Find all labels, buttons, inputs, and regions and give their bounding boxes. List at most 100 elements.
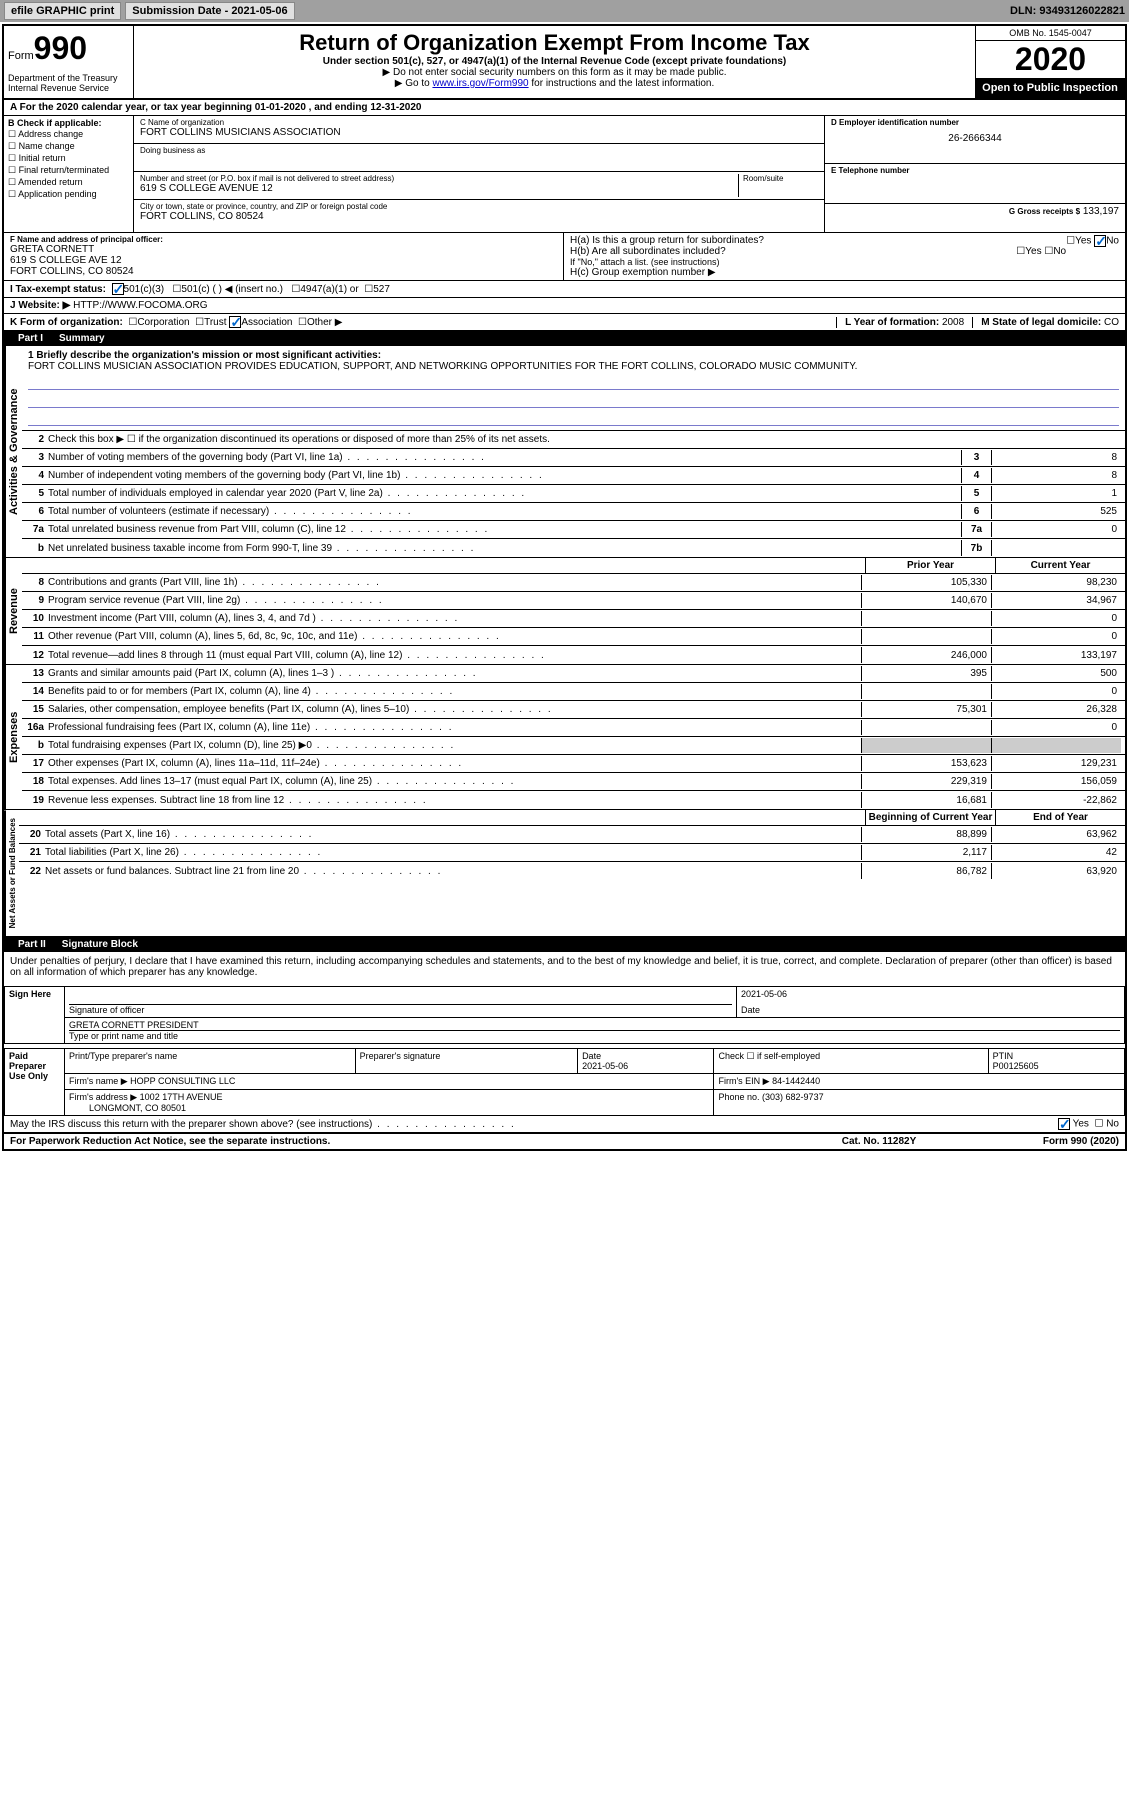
efile-button[interactable]: efile GRAPHIC print: [4, 2, 121, 20]
f-addr1: 619 S COLLEGE AVE 12: [10, 255, 557, 266]
i-o2: 501(c) ( ) ◀ (insert no.): [181, 284, 283, 295]
form-num: 990: [34, 30, 87, 66]
firm-ein-lbl: Firm's EIN ▶: [718, 1076, 769, 1086]
i-lbl: I Tax-exempt status:: [10, 284, 106, 295]
firm-addr1: 1002 17TH AVENUE: [140, 1092, 223, 1102]
sign-here-table: Sign Here Signature of officer 2021-05-0…: [4, 986, 1125, 1044]
ha: H(a) Is this a group return for subordin…: [570, 235, 1119, 246]
website: HTTP://WWW.FOCOMA.ORG: [73, 300, 207, 311]
officer-name: GRETA CORNETT PRESIDENT: [69, 1020, 1120, 1031]
footer-right: Form 990 (2020): [959, 1136, 1119, 1147]
hb: H(b) Are all subordinates included? ☐Yes…: [570, 246, 1119, 257]
discuss-text: May the IRS discuss this return with the…: [10, 1119, 516, 1130]
form-word: Form: [8, 50, 34, 62]
f-lbl: F Name and address of principal officer:: [10, 235, 557, 244]
form-page: Form990 Department of the Treasury Inter…: [2, 24, 1127, 1151]
tax-year: 2020: [975, 41, 1125, 78]
line-17: 17Other expenses (Part IX, column (A), l…: [22, 755, 1125, 773]
vert-gov: Activities & Governance: [4, 346, 22, 557]
boy-hdr: Beginning of Current Year: [865, 810, 995, 825]
l-val: 2008: [942, 317, 964, 328]
part1-num: Part I: [10, 333, 51, 344]
vert-rev: Revenue: [4, 558, 22, 664]
prep-sig-lbl: Preparer's signature: [355, 1049, 577, 1074]
line-18: 18Total expenses. Add lines 13–17 (must …: [22, 773, 1125, 791]
line-22: 22Net assets or fund balances. Subtract …: [19, 862, 1125, 880]
city: FORT COLLINS, CO 80524: [140, 211, 818, 222]
k-assoc-check: [229, 316, 241, 328]
line-12: 12Total revenue—add lines 8 through 11 (…: [22, 646, 1125, 664]
line-21: 21Total liabilities (Part X, line 26)2,1…: [19, 844, 1125, 862]
dept: Department of the Treasury Internal Reve…: [4, 71, 134, 98]
q1-lbl: 1 Briefly describe the organization's mi…: [28, 350, 381, 361]
j-lbl: J Website: ▶: [10, 300, 70, 311]
prep-check: Check ☐ if self-employed: [714, 1049, 988, 1074]
omb: OMB No. 1545-0047: [975, 26, 1125, 41]
room-lbl: Room/suite: [743, 174, 818, 183]
row-f-h: F Name and address of principal officer:…: [4, 233, 1125, 281]
form-number-box: Form990: [4, 26, 134, 71]
ein: 26-2666344: [831, 133, 1119, 144]
opt-pending: ☐ Application pending: [8, 189, 129, 200]
opt-initial: ☐ Initial return: [8, 153, 129, 164]
i-o4: 527: [373, 284, 390, 295]
sec-net: Net Assets or Fund Balances Beginning of…: [4, 810, 1125, 937]
phone-lbl: E Telephone number: [831, 166, 1119, 175]
part2-header: Part II Signature Block: [4, 937, 1125, 952]
i-o1: 501(c)(3): [124, 284, 165, 295]
box-b-hdr: B Check if applicable:: [8, 118, 102, 128]
submission-button[interactable]: Submission Date - 2021-05-06: [125, 2, 294, 20]
f-name: GRETA CORNETT: [10, 244, 557, 255]
inspection-badge: Open to Public Inspection: [975, 78, 1125, 98]
line-9: 9Program service revenue (Part VIII, lin…: [22, 592, 1125, 610]
name-lbl: C Name of organization: [140, 118, 818, 127]
paid-preparer: Paid Preparer Use Only: [5, 1049, 65, 1116]
part1-title: Summary: [59, 333, 105, 344]
i-o3: 4947(a)(1) or: [300, 284, 358, 295]
subtitle-2: ▶ Do not enter social security numbers o…: [138, 67, 971, 78]
prior-hdr: Prior Year: [865, 558, 995, 573]
ptin-lbl: PTIN: [993, 1051, 1014, 1061]
opt-amended: ☐ Amended return: [8, 177, 129, 188]
discuss-row: May the IRS discuss this return with the…: [4, 1116, 1125, 1134]
opt-name: ☐ Name change: [8, 141, 129, 152]
line-10: 10Investment income (Part VIII, column (…: [22, 610, 1125, 628]
box-h: H(a) Is this a group return for subordin…: [564, 233, 1125, 280]
line-15: 15Salaries, other compensation, employee…: [22, 701, 1125, 719]
net-colhdr: Beginning of Current YearEnd of Year: [19, 810, 1125, 826]
header-mid: Return of Organization Exempt From Incom…: [134, 26, 975, 98]
sig-date: 2021-05-06: [741, 989, 1120, 1005]
gov-line-6: 6Total number of volunteers (estimate if…: [22, 503, 1125, 521]
line-a: A For the 2020 calendar year, or tax yea…: [4, 100, 1125, 116]
subtitle-1: Under section 501(c), 527, or 4947(a)(1)…: [138, 56, 971, 67]
firm: HOPP CONSULTING LLC: [130, 1076, 235, 1086]
sig-officer-lbl: Signature of officer: [69, 1005, 144, 1015]
form-header: Form990 Department of the Treasury Inter…: [4, 26, 1125, 100]
firm-phone: (303) 682-9737: [762, 1092, 824, 1102]
addr-lbl: Firm's address ▶: [69, 1092, 137, 1102]
ha-no-check: [1094, 235, 1106, 247]
box-j: J Website: ▶ HTTP://WWW.FOCOMA.ORG: [4, 298, 1125, 314]
gov-line-3: 3Number of voting members of the governi…: [22, 449, 1125, 467]
box-f: F Name and address of principal officer:…: [4, 233, 564, 280]
k-o2: Trust: [204, 317, 226, 328]
k-o4: Other ▶: [307, 317, 342, 328]
line-2: 2Check this box ▶ ☐ if the organization …: [22, 431, 1125, 449]
footer-left: For Paperwork Reduction Act Notice, see …: [10, 1136, 799, 1147]
opt-final: ☐ Final return/terminated: [8, 165, 129, 176]
opt-address: ☐ Address change: [8, 129, 129, 140]
name-title-lbl: Type or print name and title: [69, 1031, 178, 1041]
sub3-post: for instructions and the latest informat…: [529, 78, 715, 89]
part1-header: Part I Summary: [4, 331, 1125, 346]
firm-phone-lbl: Phone no.: [718, 1092, 759, 1102]
l-lbl: L Year of formation:: [845, 317, 939, 328]
gov-line-4: 4Number of independent voting members of…: [22, 467, 1125, 485]
instructions-link[interactable]: www.irs.gov/Form990: [432, 78, 528, 89]
eoy-hdr: End of Year: [995, 810, 1125, 825]
hc: H(c) Group exemption number ▶: [570, 267, 1119, 278]
k-lbl: K Form of organization:: [10, 317, 123, 328]
prep-date: 2021-05-06: [582, 1061, 628, 1071]
box-i: I Tax-exempt status: 501(c)(3) ☐ 501(c) …: [4, 281, 1125, 298]
part2-title: Signature Block: [62, 939, 138, 950]
box-b: B Check if applicable: ☐ Address change …: [4, 116, 134, 232]
